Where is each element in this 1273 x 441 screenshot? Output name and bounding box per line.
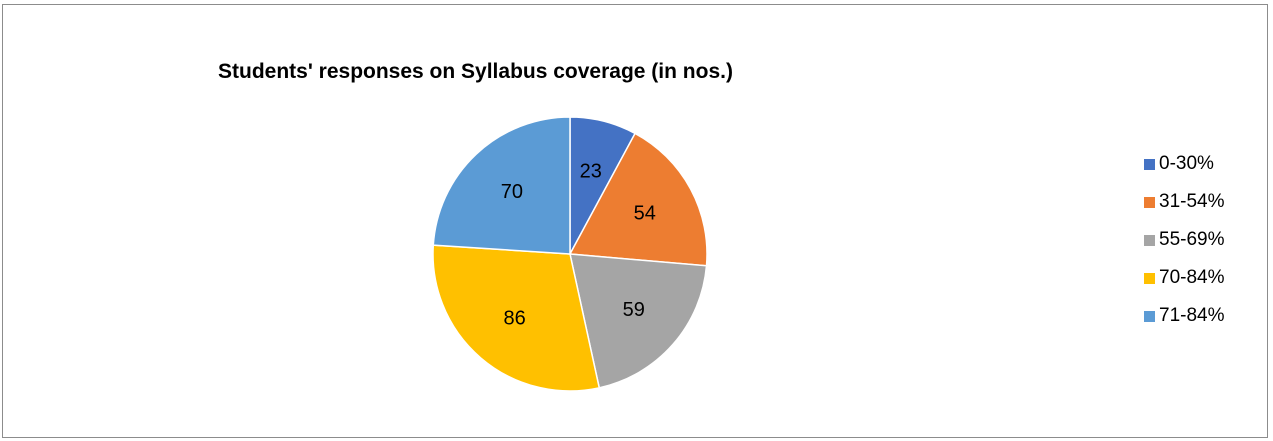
- legend-label: 55-69%: [1159, 229, 1225, 250]
- legend-item-71-84%: 71-84%: [1144, 297, 1225, 335]
- data-label-31-54%: 54: [634, 203, 656, 225]
- legend-label: 71-84%: [1159, 305, 1225, 326]
- legend-swatch: [1144, 310, 1155, 322]
- chart-title: Students' responses on Syllabus coverage…: [218, 60, 733, 83]
- legend-swatch: [1144, 196, 1155, 208]
- legend-swatch: [1144, 234, 1155, 246]
- legend: 0-30% 31-54% 55-69% 70-84% 71-84%: [1144, 145, 1225, 335]
- data-label-71-84%: 70: [501, 181, 523, 203]
- legend-item-55-69%: 55-69%: [1144, 221, 1225, 259]
- pie-slices: [432, 116, 708, 392]
- pie-slice-55-69%: [569, 253, 708, 389]
- legend-label: 70-84%: [1159, 267, 1225, 288]
- pie-slice-labels: 23 54 59 86 70: [501, 161, 656, 330]
- legend-swatch: [1144, 272, 1155, 284]
- data-label-0-30%: 23: [580, 161, 602, 183]
- legend-label: 0-30%: [1159, 153, 1214, 174]
- pie-slice-31-54%: [568, 132, 708, 267]
- legend-label: 31-54%: [1159, 191, 1225, 212]
- legend-item-31-54%: 31-54%: [1144, 183, 1225, 221]
- pie-slice-71-84%: [432, 116, 571, 255]
- legend-swatch: [1144, 158, 1155, 170]
- legend-item-70-84%: 70-84%: [1144, 259, 1225, 297]
- data-label-55-69%: 59: [623, 299, 645, 321]
- legend-item-0-30%: 0-30%: [1144, 145, 1225, 183]
- data-label-70-84%: 86: [504, 307, 526, 329]
- pie-slice-70-84%: [432, 244, 601, 392]
